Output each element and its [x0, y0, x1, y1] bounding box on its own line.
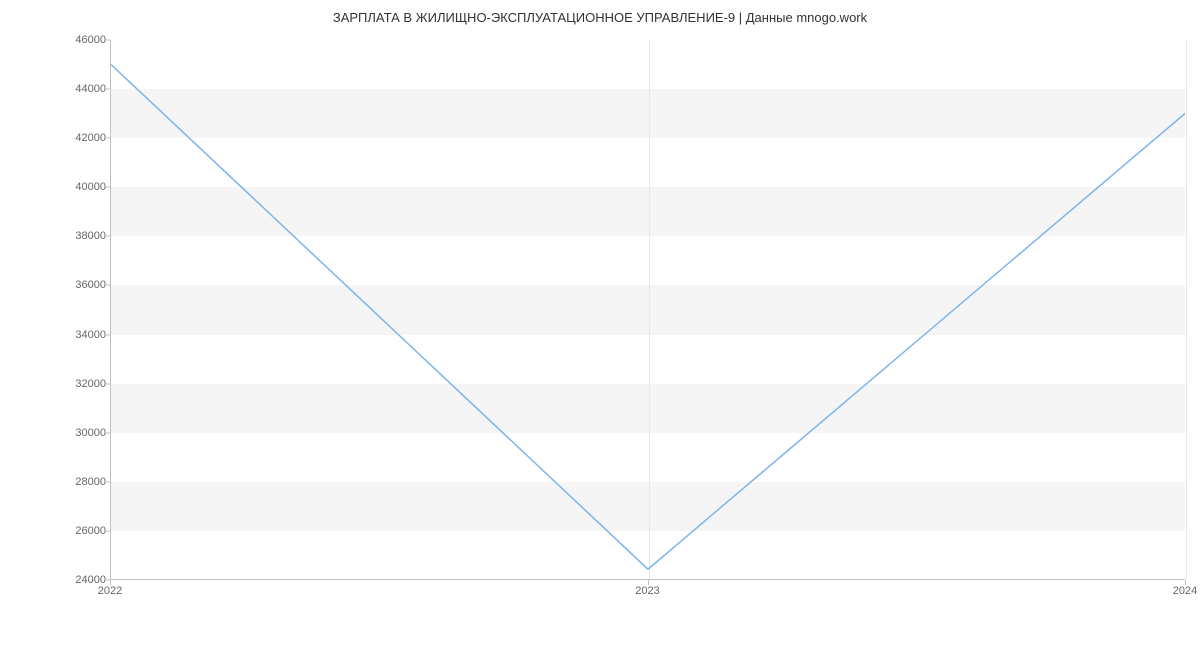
plot-area [110, 40, 1185, 580]
y-tick-label: 34000 [60, 329, 106, 341]
y-tick-label: 32000 [60, 378, 106, 390]
y-tick-label: 38000 [60, 230, 106, 242]
x-tick-label: 2024 [1173, 585, 1197, 597]
line-series [111, 40, 1185, 579]
y-tick-label: 44000 [60, 83, 106, 95]
x-tick-label: 2022 [98, 585, 122, 597]
y-tick-label: 40000 [60, 181, 106, 193]
x-tick-label: 2023 [635, 585, 659, 597]
chart-container: 2400026000280003000032000340003600038000… [60, 40, 1185, 600]
y-tick-label: 26000 [60, 525, 106, 537]
y-tick-label: 42000 [60, 132, 106, 144]
y-tick-label: 28000 [60, 476, 106, 488]
y-tick-label: 30000 [60, 427, 106, 439]
x-grid-line [1186, 40, 1187, 579]
y-tick-label: 36000 [60, 279, 106, 291]
y-tick-label: 46000 [60, 34, 106, 46]
chart-title: ЗАРПЛАТА В ЖИЛИЩНО-ЭКСПЛУАТАЦИОННОЕ УПРА… [0, 0, 1200, 29]
